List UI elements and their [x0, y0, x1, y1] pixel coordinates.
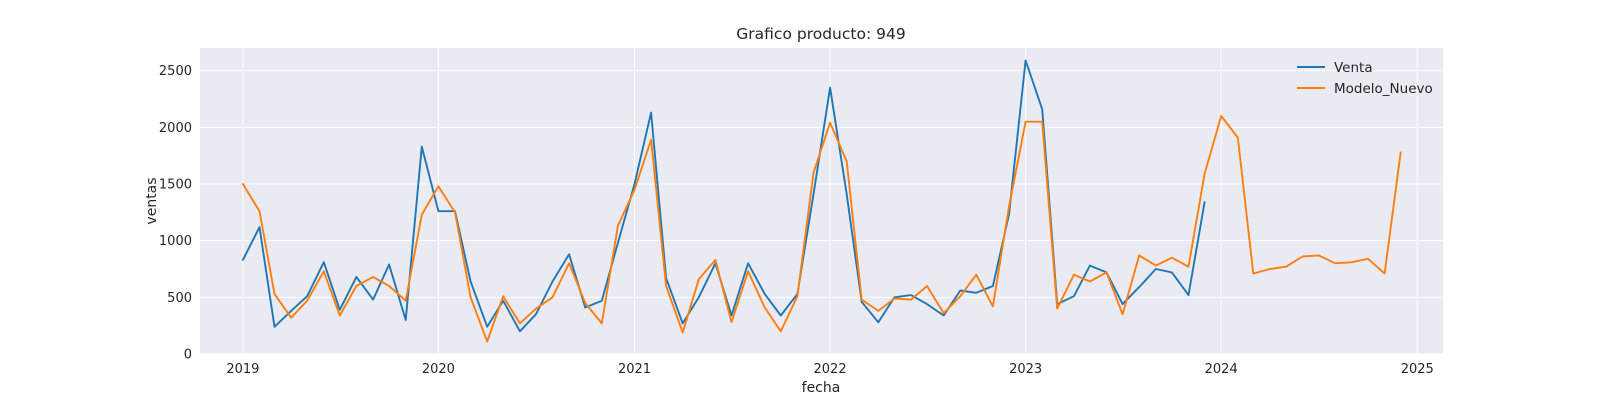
x-axis-title: fecha — [802, 380, 841, 396]
y-tick-label: 2000 — [159, 121, 192, 136]
x-tick-label: 2020 — [422, 362, 455, 377]
x-tick-label: 2019 — [226, 362, 259, 377]
series-layer — [241, 59, 1402, 343]
x-tick-label: 2021 — [618, 362, 651, 377]
y-tick-label: 0 — [184, 348, 192, 363]
legend-label-modelo-nuevo: Modelo_Nuevo — [1334, 81, 1433, 97]
y-tick-label: 1000 — [159, 234, 192, 249]
y-axis-title: ventas — [144, 177, 160, 224]
y-tick-label: 2500 — [159, 64, 192, 79]
x-tick-label: 2025 — [1401, 362, 1434, 377]
x-tick-labels: 2019 2020 2021 2022 2023 2024 2025 — [226, 362, 1434, 377]
legend: Venta Modelo_Nuevo — [1297, 60, 1433, 97]
y-tick-label: 1500 — [159, 178, 192, 193]
x-tick-label: 2022 — [814, 362, 847, 377]
x-tick-label: 2024 — [1205, 362, 1238, 377]
plot-background — [200, 48, 1443, 354]
y-tick-label: 500 — [167, 291, 192, 306]
y-tick-labels: 0 500 1000 1500 2000 2500 — [159, 64, 192, 362]
chart-title: Grafico producto: 949 — [736, 25, 905, 43]
legend-label-venta: Venta — [1334, 60, 1373, 76]
y-gridlines — [200, 70, 1443, 355]
x-gridlines — [242, 48, 1418, 354]
series-line-modelo-nuevo — [241, 115, 1402, 343]
x-tick-label: 2023 — [1009, 362, 1042, 377]
